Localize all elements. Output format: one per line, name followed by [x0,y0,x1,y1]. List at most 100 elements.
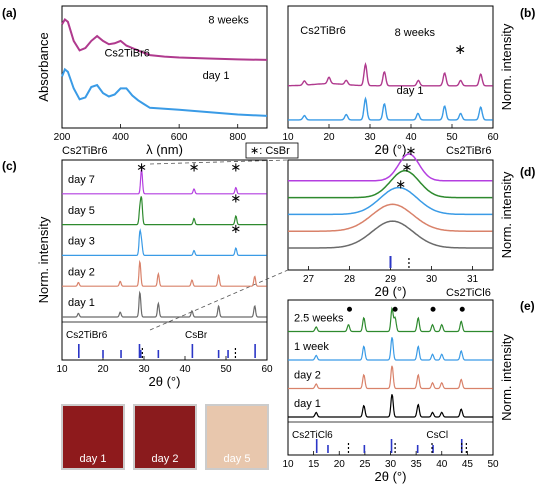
panel-label-d: (d) [520,165,535,179]
csbr-star: ∗ [230,160,241,175]
x-tick-label: 30 [385,459,397,470]
x-tick-label: 600 [171,132,188,143]
x-tick-label: 28 [344,274,356,285]
panel-b-plot: 10 20 30 40 50 60 2θ (°) Norm. intensity 8 weeks… [282,23,514,157]
series-label: day 3 [68,236,95,248]
sample-photos: day 1 day 2 day 5 [61,404,269,470]
x-tick-label: 40 [179,364,191,375]
x-axis-label: λ (nm) [146,142,183,157]
series-line [288,153,493,182]
series-line [288,61,493,87]
cscl-dot [392,306,398,312]
series-line [62,290,267,318]
x-tick-label: 40 [436,459,448,470]
photo-label: day 5 [224,453,251,465]
series-line [62,259,267,287]
panel-a-plot: 200 400 600 800 λ (nm) Absorbance 8 weeks day 1… [36,14,268,157]
x-tick-label: 50 [487,459,499,470]
csbr-star: ∗ [136,160,147,175]
csbr-star: ∗ [189,160,200,175]
x-tick-label: 15 [308,459,320,470]
series-line [288,203,493,232]
x-tick-label: 400 [112,132,129,143]
series-label: day 1 [294,398,321,410]
series-line [288,220,493,249]
x-tick-label: 40 [405,132,417,143]
csbr-star: ∗ [406,143,417,158]
x-tick-label: 35 [411,459,423,470]
y-axis-label: Norm. intensity [36,216,51,303]
series-label: day 1 [203,70,230,82]
series-label: day 1 [397,85,424,97]
csbr-star: ∗ [454,41,466,57]
chart-layer: 200 400 600 800 λ (nm) Absorbance 8 weeks day 1… [36,14,514,484]
panel-label-a: (a) [2,6,17,20]
x-axis-label: 2θ (°) [375,142,407,157]
x-tick-label: 29 [385,274,397,285]
csbr-star: ∗ [230,221,241,236]
x-tick-label: 20 [334,459,346,470]
csbr-star: ∗ [230,190,241,205]
x-tick-label: 27 [303,274,315,285]
x-tick-label: 45 [462,459,474,470]
panel-e-plot: 10 15 20 25 30 35 40 45 50 2θ (°) Norm. intensity 2… [282,306,514,484]
series-line [288,96,493,121]
mid-right-caption: Cs2TiBr6 [446,145,491,157]
x-axis-label: 2θ (°) [375,469,407,484]
photo-label: day 2 [152,453,179,465]
series-label: 2.5 weeks [294,313,344,325]
series-line [288,394,493,418]
series-line [288,337,493,361]
series-line [61,67,268,117]
series-label: day 5 [68,205,95,217]
y-axis-label: Norm. intensity [499,334,514,421]
csbr-legend: ∗: CsBr [250,145,290,157]
panel-label-b: (b) [520,6,535,20]
x-tick-label: 20 [323,132,335,143]
series-label: day 1 [68,297,95,309]
series-line [288,306,493,333]
x-tick-label: 30 [426,274,438,285]
x-tick-label: 50 [220,364,232,375]
series-line [288,169,493,199]
cscl-dot [347,306,352,312]
photo-square [205,404,269,470]
panel-c-frame [61,159,268,361]
y-axis-label: Absorbance [36,32,51,101]
photo-square [61,404,125,470]
series-line [288,365,493,390]
x-tick-label: 60 [487,132,499,143]
y-axis-label: Norm. intensity [499,171,514,258]
reference-label: CsBr [185,330,208,341]
x-tick-label: 800 [229,132,246,143]
reference-label: Cs2TiCl6 [292,430,333,441]
series-line [288,186,493,216]
series-line [62,228,267,256]
x-tick-label: 30 [364,132,376,143]
panel-a-frame [61,5,268,129]
x-tick-label: 50 [446,132,458,143]
top-left-caption: Cs2TiBr6 [62,145,107,157]
x-tick-label: 31 [467,274,479,285]
x-tick-label: 200 [54,132,71,143]
cscl-dot [430,306,436,312]
reference-label: Cs2TiBr6 [66,330,108,341]
csbr-star: ∗ [395,176,406,191]
x-tick-label: 10 [282,132,294,143]
panel-label-e: (e) [520,299,535,313]
panel-b-frame [287,5,494,129]
reference-label: CsCl [426,430,448,441]
series-label: 1 week [294,341,329,353]
x-tick-label: 10 [282,459,294,470]
photo-square [133,404,197,470]
series-line [62,196,267,226]
x-axis-label: 2θ (°) [149,374,181,389]
panel-c-plot: 10 20 30 40 50 60 2θ (°) Norm. intensity day 7 ∗ ∗… [36,160,273,389]
x-tick-label: 20 [97,364,109,375]
series-label: day 7 [68,174,95,186]
x-tick-label: 25 [359,459,371,470]
cscl-dot [459,306,465,312]
csbr-star: ∗ [401,160,412,175]
